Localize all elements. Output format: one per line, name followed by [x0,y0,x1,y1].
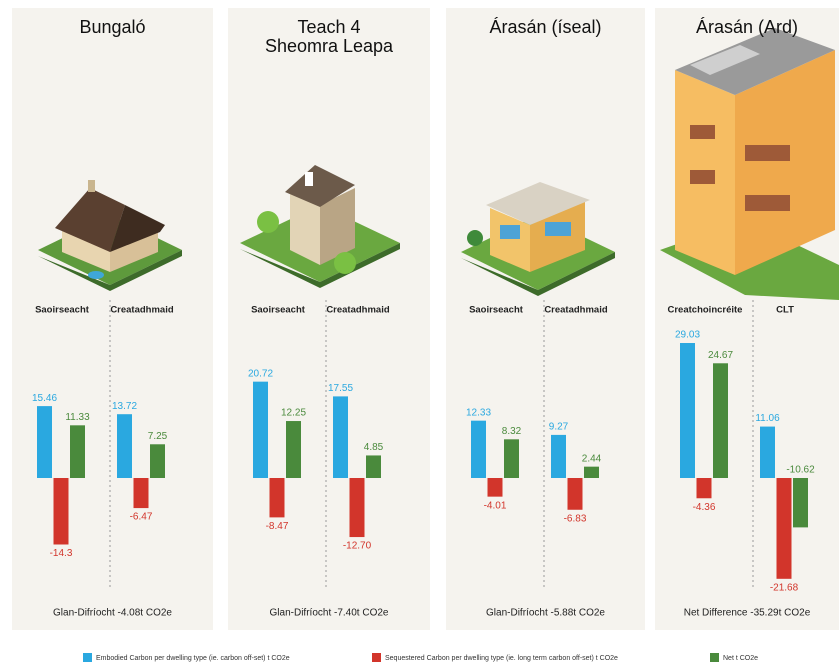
building-illustration [660,28,839,300]
legend-swatch [372,653,381,662]
legend-swatch [83,653,92,662]
value-label: -4.01 [484,500,507,511]
bar [567,478,583,510]
panel-title: Teach 4 Sheomra Leapa [264,17,394,56]
footer-note: Glan-Difríocht -5.88t CO2e [486,608,605,619]
value-label: -12.70 [343,541,372,552]
legend-label: Sequestered Carbon per dwelling type (ie… [385,655,618,662]
footer-note: Glan-Difríocht -4.08t CO2e [53,608,172,619]
value-label: -8.47 [266,521,289,532]
bar [504,439,519,478]
value-label: 15.46 [32,393,57,404]
bar [286,421,301,478]
group-label: Creatadhmaid [326,305,390,316]
house-illustration [38,180,182,291]
legend-label: Embodied Carbon per dwelling type (ie. c… [96,655,290,662]
value-label: 17.55 [328,383,353,394]
bar [366,455,381,478]
value-label: -14.3 [50,548,73,559]
bar [37,406,52,478]
group-label: Creatadhmaid [544,305,608,316]
bar [269,478,285,518]
bar [793,478,808,528]
bar [133,478,149,509]
value-label: 7.25 [148,431,168,442]
group-label: Saoirseacht [469,305,524,316]
value-label: -10.62 [786,465,815,476]
value-label: 12.25 [281,408,306,419]
value-label: -4.36 [693,502,716,513]
bar [551,434,566,478]
value-label: 2.44 [582,453,602,464]
value-label: 8.32 [502,426,522,437]
value-label: 4.85 [364,442,384,453]
group-label: Creatadhmaid [110,305,174,316]
bar [70,425,85,478]
value-label: 20.72 [248,368,273,379]
footer-note: Glan-Difríocht -7.40t CO2e [270,608,389,619]
value-label: 29.03 [675,330,700,341]
bar [117,414,132,478]
panel [446,8,645,630]
panel-title: Bungaló [79,17,146,37]
bar [333,396,348,478]
bar [471,420,486,478]
bar [150,444,165,478]
footer-note: Net Difference -35.29t CO2e [684,608,811,619]
group-label: CLT [776,305,794,316]
value-label: 11.33 [65,412,90,423]
panel [228,8,430,630]
value-label: -21.68 [770,582,799,593]
value-label: 24.67 [708,350,733,361]
house-illustration [461,182,615,296]
panel-title: Árasán (íseal) [489,17,602,37]
group-label: Saoirseacht [35,305,90,316]
group-label: Saoirseacht [251,305,306,316]
value-label: 9.27 [549,422,569,433]
legend-label: Net t CO2e [723,655,758,662]
group-label: Creatchoincréite [668,305,743,316]
panel [12,8,213,630]
bar [776,478,792,579]
bar [53,478,69,545]
value-label: -6.47 [130,512,153,523]
bar [696,478,712,499]
bar [487,478,503,497]
value-label: 13.72 [112,401,137,412]
value-label: -6.83 [564,513,587,524]
bar [760,426,775,478]
panel-title: Árasán (Ard) [695,17,799,37]
bar [584,466,599,478]
bar [253,381,268,478]
bar [680,343,695,478]
value-label: 12.33 [466,407,491,418]
house-illustration [240,165,400,288]
bar [349,478,365,538]
legend-swatch [710,653,719,662]
bar [713,363,728,478]
value-label: 11.06 [755,413,780,424]
